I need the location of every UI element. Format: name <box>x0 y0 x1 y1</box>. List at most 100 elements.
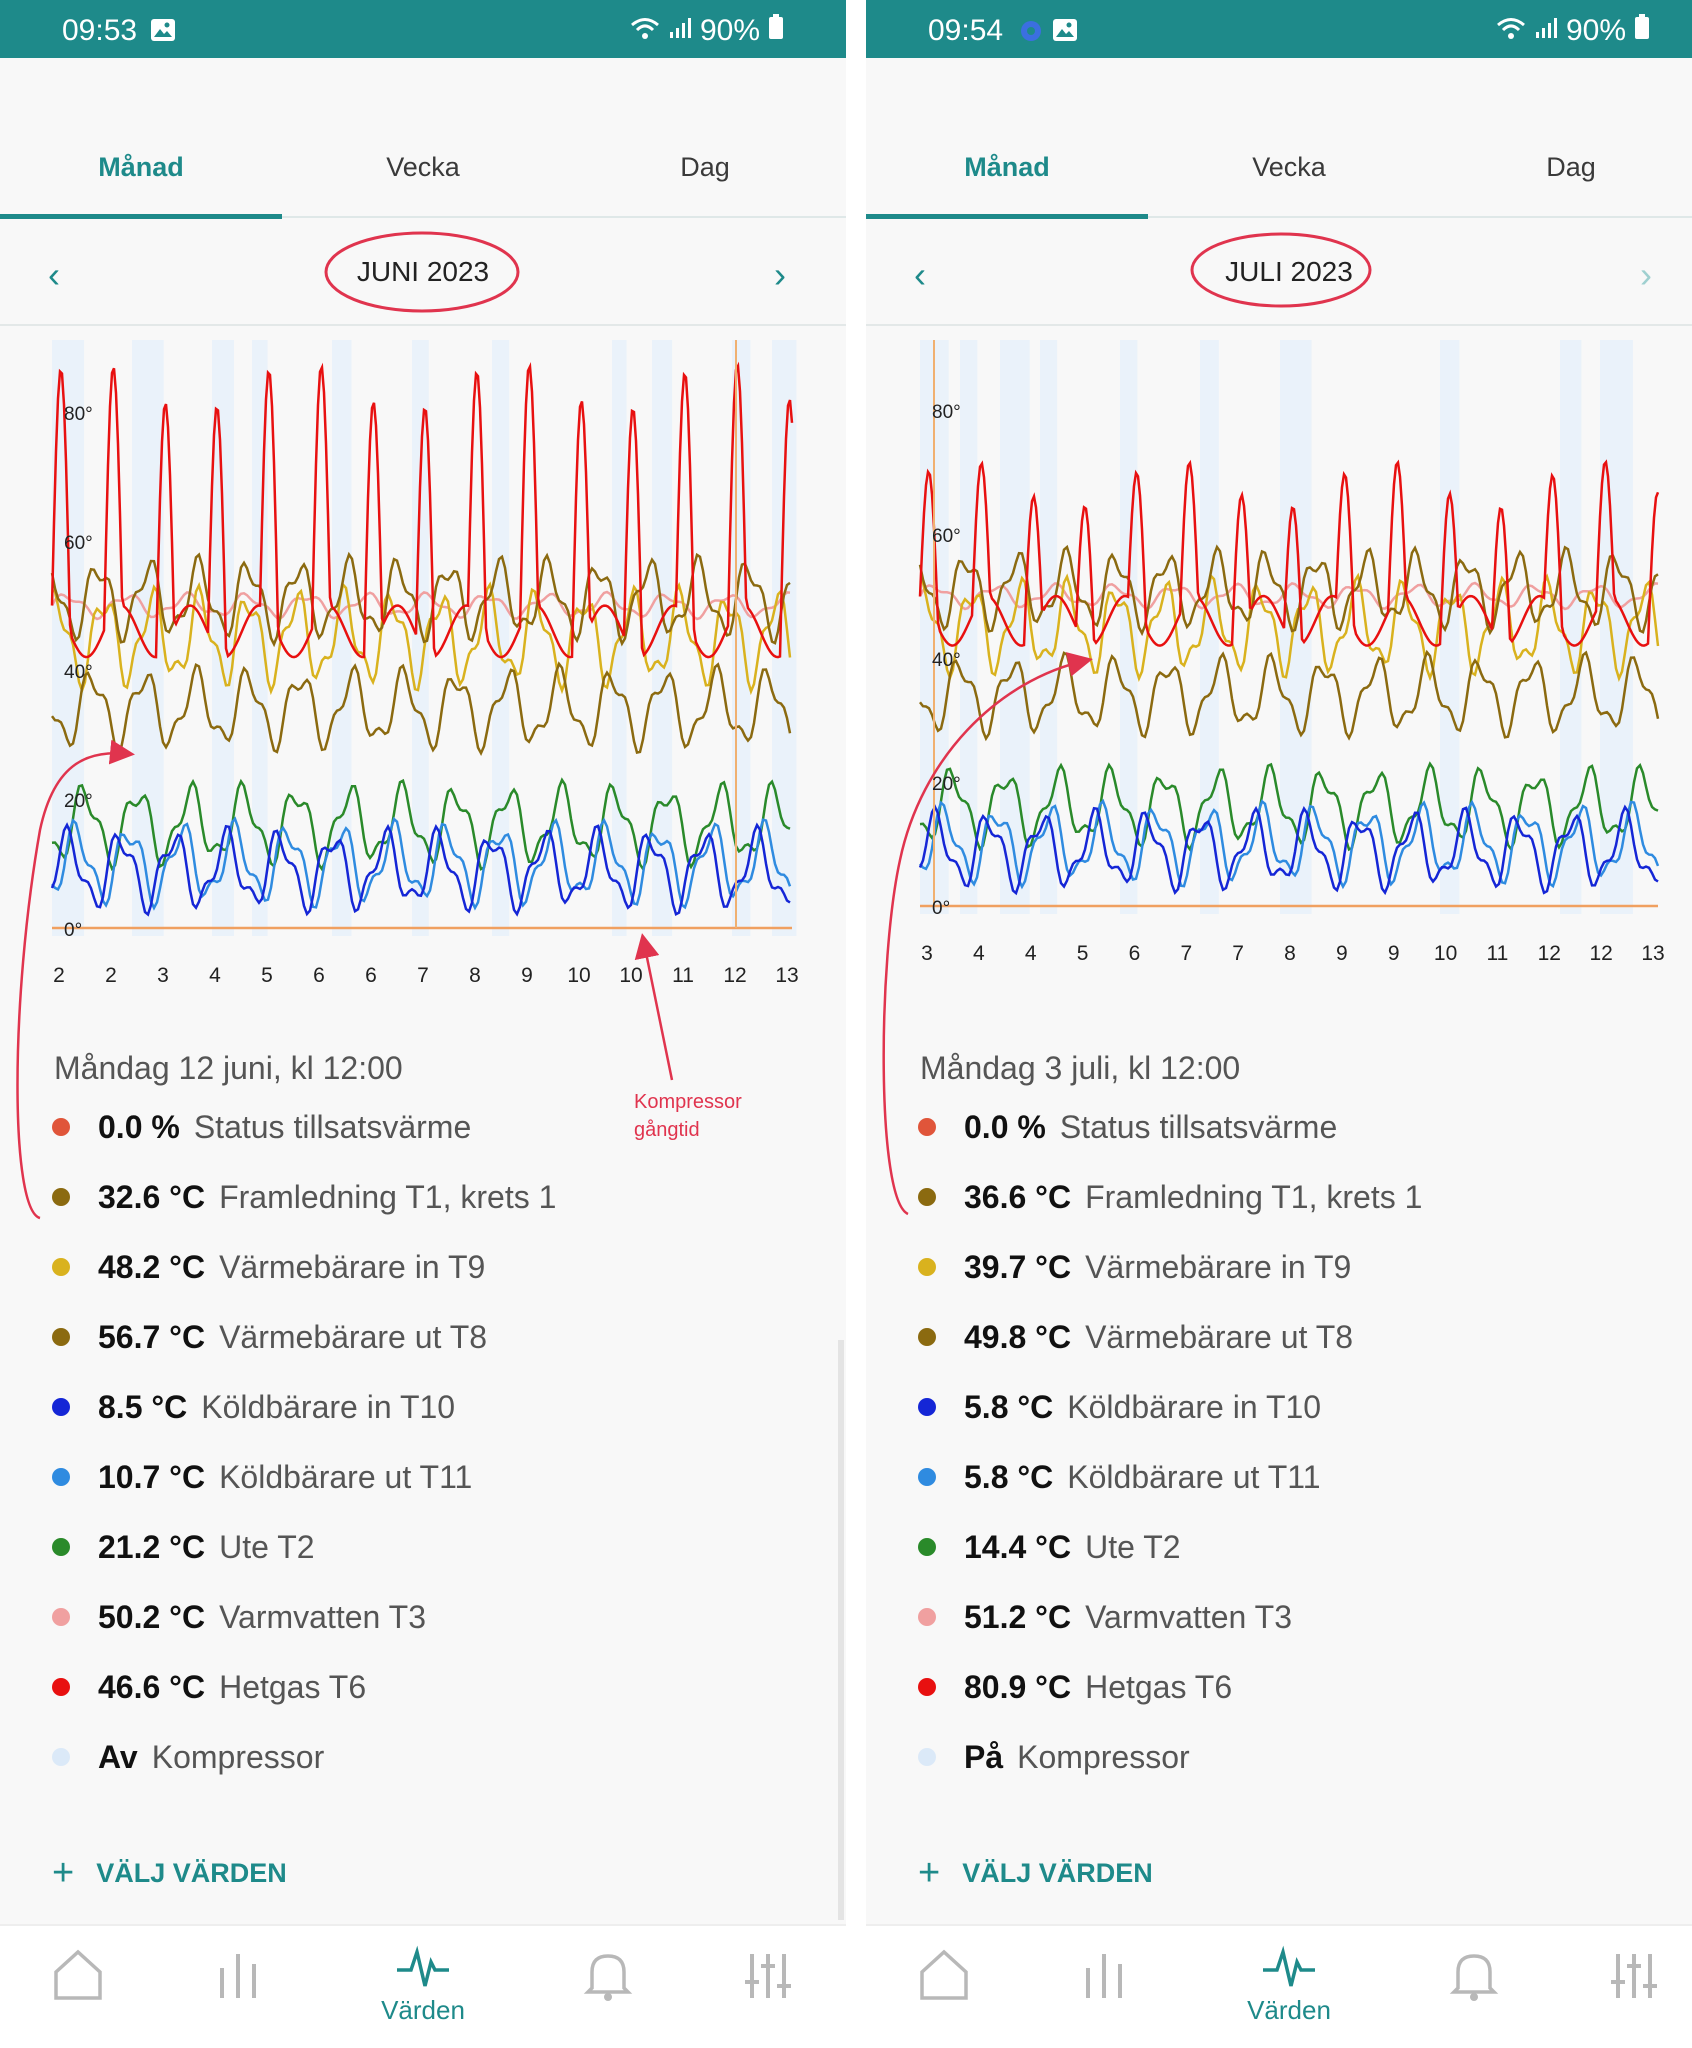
x-tick-label: 7 <box>1232 942 1244 965</box>
reading-label: Kompressor <box>151 1738 325 1775</box>
next-month-chevron-icon[interactable]: › <box>1640 254 1652 295</box>
nav-values-tab[interactable]: Värden <box>363 1944 483 2026</box>
reading-label: Köldbärare ut T11 <box>1067 1458 1321 1495</box>
x-tick-label: 13 <box>775 964 798 987</box>
y-tick-label: 20° <box>932 774 961 795</box>
series-ute-t2 <box>51 777 791 872</box>
y-tick-label: 60° <box>64 533 93 554</box>
series-framledning-t1 <box>50 661 792 757</box>
series-color-dot <box>52 1608 70 1626</box>
x-tick-label: 8 <box>469 964 481 987</box>
series-color-dot <box>52 1328 70 1346</box>
choose-values-button[interactable]: + VÄLJ VÄRDEN <box>918 1852 1153 1895</box>
reading-value: 14.4 °C <box>964 1528 1072 1565</box>
battery-icon <box>768 14 784 48</box>
tab-day[interactable]: Dag <box>680 152 730 182</box>
x-tick-label: 9 <box>521 964 533 987</box>
month-navigator: ‹ JULI 2023 › <box>866 220 1692 326</box>
x-tick-label: 3 <box>921 942 933 965</box>
x-tick-label: 10 <box>567 964 590 987</box>
reading-row: 14.4 °C Ute T2 <box>918 1522 1181 1572</box>
x-tick-label: 5 <box>1077 942 1089 965</box>
reading-row: 0.0 % Status tillsatsvärme <box>52 1102 471 1152</box>
x-tick-label: 4 <box>209 964 221 987</box>
gallery-icon <box>150 18 176 42</box>
series-varmvatten-t3 <box>918 581 1659 611</box>
bottom-navigation: Värden <box>0 1924 846 2048</box>
series-color-dot <box>52 1258 70 1276</box>
reading-row: 10.7 °C Köldbärare ut T11 <box>52 1452 472 1502</box>
compressor-running-band <box>212 340 235 936</box>
reading-label: Värmebärare in T9 <box>219 1248 486 1285</box>
reading-value: 80.9 °C <box>964 1668 1072 1705</box>
nav-home-icon[interactable] <box>884 1944 1004 2009</box>
temperature-chart[interactable]: 80° 60° 40° 20° 0° 2 2 3 4 5 6 6 7 8 9 10 10 11 12 13 <box>0 330 846 1010</box>
x-tick-label: 9 <box>1336 942 1348 965</box>
nav-values-tab[interactable]: Värden <box>1229 1944 1349 2026</box>
tab-month[interactable]: Månad <box>964 152 1050 182</box>
compressor-annotation: Kompressor gångtid <box>634 1088 742 1144</box>
phone-screen-july: 09:54 90% Månad Vecka Dag ‹ JULI 2023 › … <box>866 0 1692 2048</box>
nav-bar-chart-icon[interactable] <box>178 1944 298 2009</box>
x-tick-label: 2 <box>105 964 117 987</box>
month-title: JUNI 2023 <box>356 256 490 287</box>
reading-label: Köldbärare in T10 <box>201 1388 456 1425</box>
nav-settings-sliders-icon[interactable] <box>1574 1944 1692 2009</box>
x-tick-label: 12 <box>723 964 746 987</box>
previous-month-chevron-icon[interactable]: ‹ <box>914 254 926 295</box>
x-tick-label: 2 <box>53 964 65 987</box>
annotation-line-1: Kompressor <box>634 1091 742 1113</box>
nav-home-icon[interactable] <box>18 1944 138 2009</box>
month-highlight-ellipse <box>324 231 520 313</box>
compressor-running-band <box>1120 340 1138 914</box>
x-tick-label: 9 <box>1388 942 1400 965</box>
choose-values-button[interactable]: + VÄLJ VÄRDEN <box>52 1852 287 1895</box>
tab-week[interactable]: Vecka <box>1252 152 1326 182</box>
tab-day[interactable]: Dag <box>1546 152 1596 182</box>
reading-row: Av Kompressor <box>52 1732 324 1782</box>
reading-value: 51.2 °C <box>964 1598 1072 1635</box>
series-varmebarare-in-t9 <box>51 581 792 696</box>
temperature-chart[interactable]: 80° 60° 40° 20° 0° 3 4 4 5 6 7 7 8 9 9 10 11 12 12 13 <box>866 330 1692 1010</box>
series-color-dot <box>52 1748 70 1766</box>
tab-week[interactable]: Vecka <box>386 152 460 182</box>
nav-settings-sliders-icon[interactable] <box>708 1944 828 2009</box>
notification-icons <box>1018 18 1078 44</box>
reading-value: 5.8 °C <box>964 1458 1054 1495</box>
reading-row: 39.7 °C Värmebärare in T9 <box>918 1242 1351 1292</box>
signal-icon <box>1534 14 1558 48</box>
compressor-running-band <box>652 340 673 936</box>
signal-icon <box>668 14 692 48</box>
reading-row: 56.7 °C Värmebärare ut T8 <box>52 1312 487 1362</box>
nav-bar-chart-icon[interactable] <box>1044 1944 1164 2009</box>
reading-value: 49.8 °C <box>964 1318 1072 1355</box>
pulse-icon <box>1263 1945 1315 1987</box>
scrollbar[interactable] <box>838 1340 844 1920</box>
series-color-dot <box>918 1328 936 1346</box>
series-color-dot <box>918 1118 936 1136</box>
reading-value: 21.2 °C <box>98 1528 206 1565</box>
reading-value: 46.6 °C <box>98 1668 206 1705</box>
reading-value: På <box>964 1738 1004 1775</box>
series-color-dot <box>52 1398 70 1416</box>
series-color-dot <box>918 1188 936 1206</box>
sync-icon <box>1021 21 1041 41</box>
previous-month-chevron-icon[interactable]: ‹ <box>48 254 60 295</box>
nav-bell-icon[interactable] <box>548 1944 668 2009</box>
battery-icon <box>1634 14 1650 48</box>
y-tick-label: 60° <box>932 526 961 547</box>
reading-value: 10.7 °C <box>98 1458 206 1495</box>
next-month-chevron-icon[interactable]: › <box>774 254 786 295</box>
tab-month[interactable]: Månad <box>98 152 184 182</box>
choose-values-label: VÄLJ VÄRDEN <box>962 1858 1153 1888</box>
y-tick-label: 40° <box>932 650 961 671</box>
x-tick-label: 6 <box>313 964 325 987</box>
reading-label: Framledning T1, krets 1 <box>1085 1178 1423 1215</box>
reading-value: 0.0 % <box>964 1108 1046 1145</box>
nav-bell-icon[interactable] <box>1414 1944 1534 2009</box>
series-color-dot <box>918 1748 936 1766</box>
phone-screen-june: 09:53 90% Månad Vecka Dag ‹ JUNI 2023 › … <box>0 0 846 2048</box>
readout-timestamp: Måndag 12 juni, kl 12:00 <box>54 1050 403 1086</box>
series-color-dot <box>918 1678 936 1696</box>
x-tick-label: 10 <box>1434 942 1457 965</box>
